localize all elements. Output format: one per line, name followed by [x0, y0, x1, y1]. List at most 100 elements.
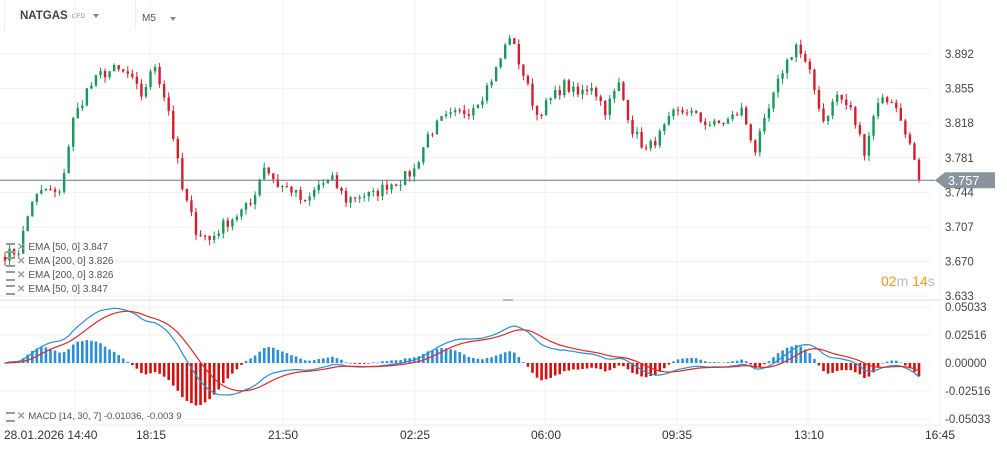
candle — [617, 77, 621, 92]
candle — [285, 182, 289, 188]
candle-body — [203, 235, 207, 237]
close-icon[interactable]: ✕ — [17, 270, 26, 281]
candle-body — [131, 73, 134, 77]
menu-icon[interactable] — [6, 256, 15, 267]
macd-histogram-bar — [221, 363, 225, 383]
indicator-legend-ema[interactable]: ✕ EMA [200, 0] 3.826 — [6, 256, 113, 267]
candle-body — [813, 69, 816, 91]
macd-histogram-bar — [203, 363, 207, 403]
indicator-legend-ema[interactable]: ✕ EMA [200, 0] 3.826 — [6, 270, 113, 281]
macd-histogram-bar — [494, 355, 498, 363]
macd-legend[interactable]: ✕ MACD [14, 30, 7] -0.01036, -0.003 9 — [6, 411, 182, 422]
candle-body — [499, 58, 502, 68]
candle-body — [690, 110, 693, 113]
macd-histogram-bar — [813, 359, 816, 363]
candle — [749, 123, 752, 143]
candle — [367, 191, 370, 202]
close-icon[interactable]: ✕ — [17, 242, 26, 253]
macd-histogram-bar — [499, 354, 502, 363]
candle-body — [72, 118, 75, 147]
candle-body — [608, 98, 611, 116]
candle — [731, 110, 734, 122]
candle — [58, 189, 61, 196]
indicator-legend-ema[interactable]: ✕ EMA [50, 0] 3.847 — [6, 284, 108, 295]
candle-body — [135, 76, 139, 84]
candle — [667, 111, 671, 127]
candle — [144, 83, 148, 99]
candle — [176, 136, 179, 164]
candle — [267, 166, 270, 176]
macd-histogram-bar — [672, 361, 675, 363]
indicator-label: EMA [50, 0] 3.847 — [28, 242, 108, 253]
candle — [431, 132, 434, 138]
candle — [403, 170, 407, 186]
candle-body — [249, 203, 252, 205]
menu-icon[interactable] — [6, 270, 15, 281]
candle — [67, 144, 70, 174]
menu-icon[interactable] — [6, 284, 15, 295]
candle-body — [763, 117, 766, 132]
macd-histogram-bar — [690, 357, 693, 363]
candle-body — [426, 134, 430, 148]
time-label: 09:35 — [662, 428, 693, 442]
macd-histogram-bar — [158, 363, 161, 374]
candle-body — [167, 97, 170, 111]
menu-icon[interactable] — [6, 411, 15, 422]
candle — [90, 82, 93, 90]
menu-icon[interactable] — [6, 242, 15, 253]
macd-histogram-bar — [81, 341, 84, 363]
pane-resize-handle[interactable] — [503, 299, 513, 301]
indicator-legend-ema[interactable]: ✕ EMA [50, 0] 3.847 — [6, 242, 108, 253]
candle-body — [253, 195, 257, 205]
close-icon[interactable]: ✕ — [17, 284, 26, 295]
candle-body — [563, 80, 566, 96]
candle-body — [767, 108, 771, 118]
close-icon[interactable]: ✕ — [17, 256, 26, 267]
candle-body — [126, 71, 129, 74]
candle — [826, 115, 830, 126]
candle-body — [222, 220, 225, 234]
macd-histogram-bar — [540, 363, 543, 381]
signal-line — [4, 310, 920, 392]
candle-body — [544, 100, 548, 116]
candle — [272, 173, 275, 184]
macd-histogram-bar — [258, 351, 261, 363]
candle — [554, 85, 557, 100]
macd-histogram-bar — [826, 363, 830, 374]
candle-body — [403, 171, 407, 185]
candle-body — [649, 140, 652, 149]
candle — [863, 133, 866, 161]
candle — [158, 63, 161, 88]
candle-body — [613, 91, 616, 99]
candle-body — [390, 184, 393, 190]
candle-body — [890, 102, 893, 104]
candle-body — [458, 110, 461, 112]
candle-body — [181, 158, 184, 189]
macd-histogram-bar — [322, 358, 325, 363]
candle — [76, 102, 79, 119]
symbol-selector[interactable]: NATGAS CFD — [20, 10, 100, 22]
candle — [567, 78, 571, 94]
candle — [249, 198, 252, 207]
close-icon[interactable]: ✕ — [17, 411, 26, 422]
symbol-name: NATGAS — [20, 10, 68, 22]
macd-histogram-bar — [426, 351, 430, 363]
candle-body — [554, 90, 557, 99]
candle-body — [590, 87, 593, 91]
timeframe-selector[interactable]: M5 — [142, 13, 176, 24]
candle-body — [831, 101, 834, 116]
candle-body — [299, 190, 302, 201]
candle — [726, 116, 730, 125]
candle-body — [326, 179, 330, 184]
candle-body — [731, 114, 734, 120]
candle — [640, 127, 643, 149]
macd-histogram-bar — [644, 363, 648, 378]
candle — [858, 121, 862, 137]
candle — [363, 192, 366, 202]
candle-body — [90, 85, 93, 89]
macd-histogram-bar — [176, 363, 180, 391]
macd-histogram-bar — [235, 363, 239, 370]
candle — [503, 42, 507, 60]
candle-body — [340, 187, 343, 191]
